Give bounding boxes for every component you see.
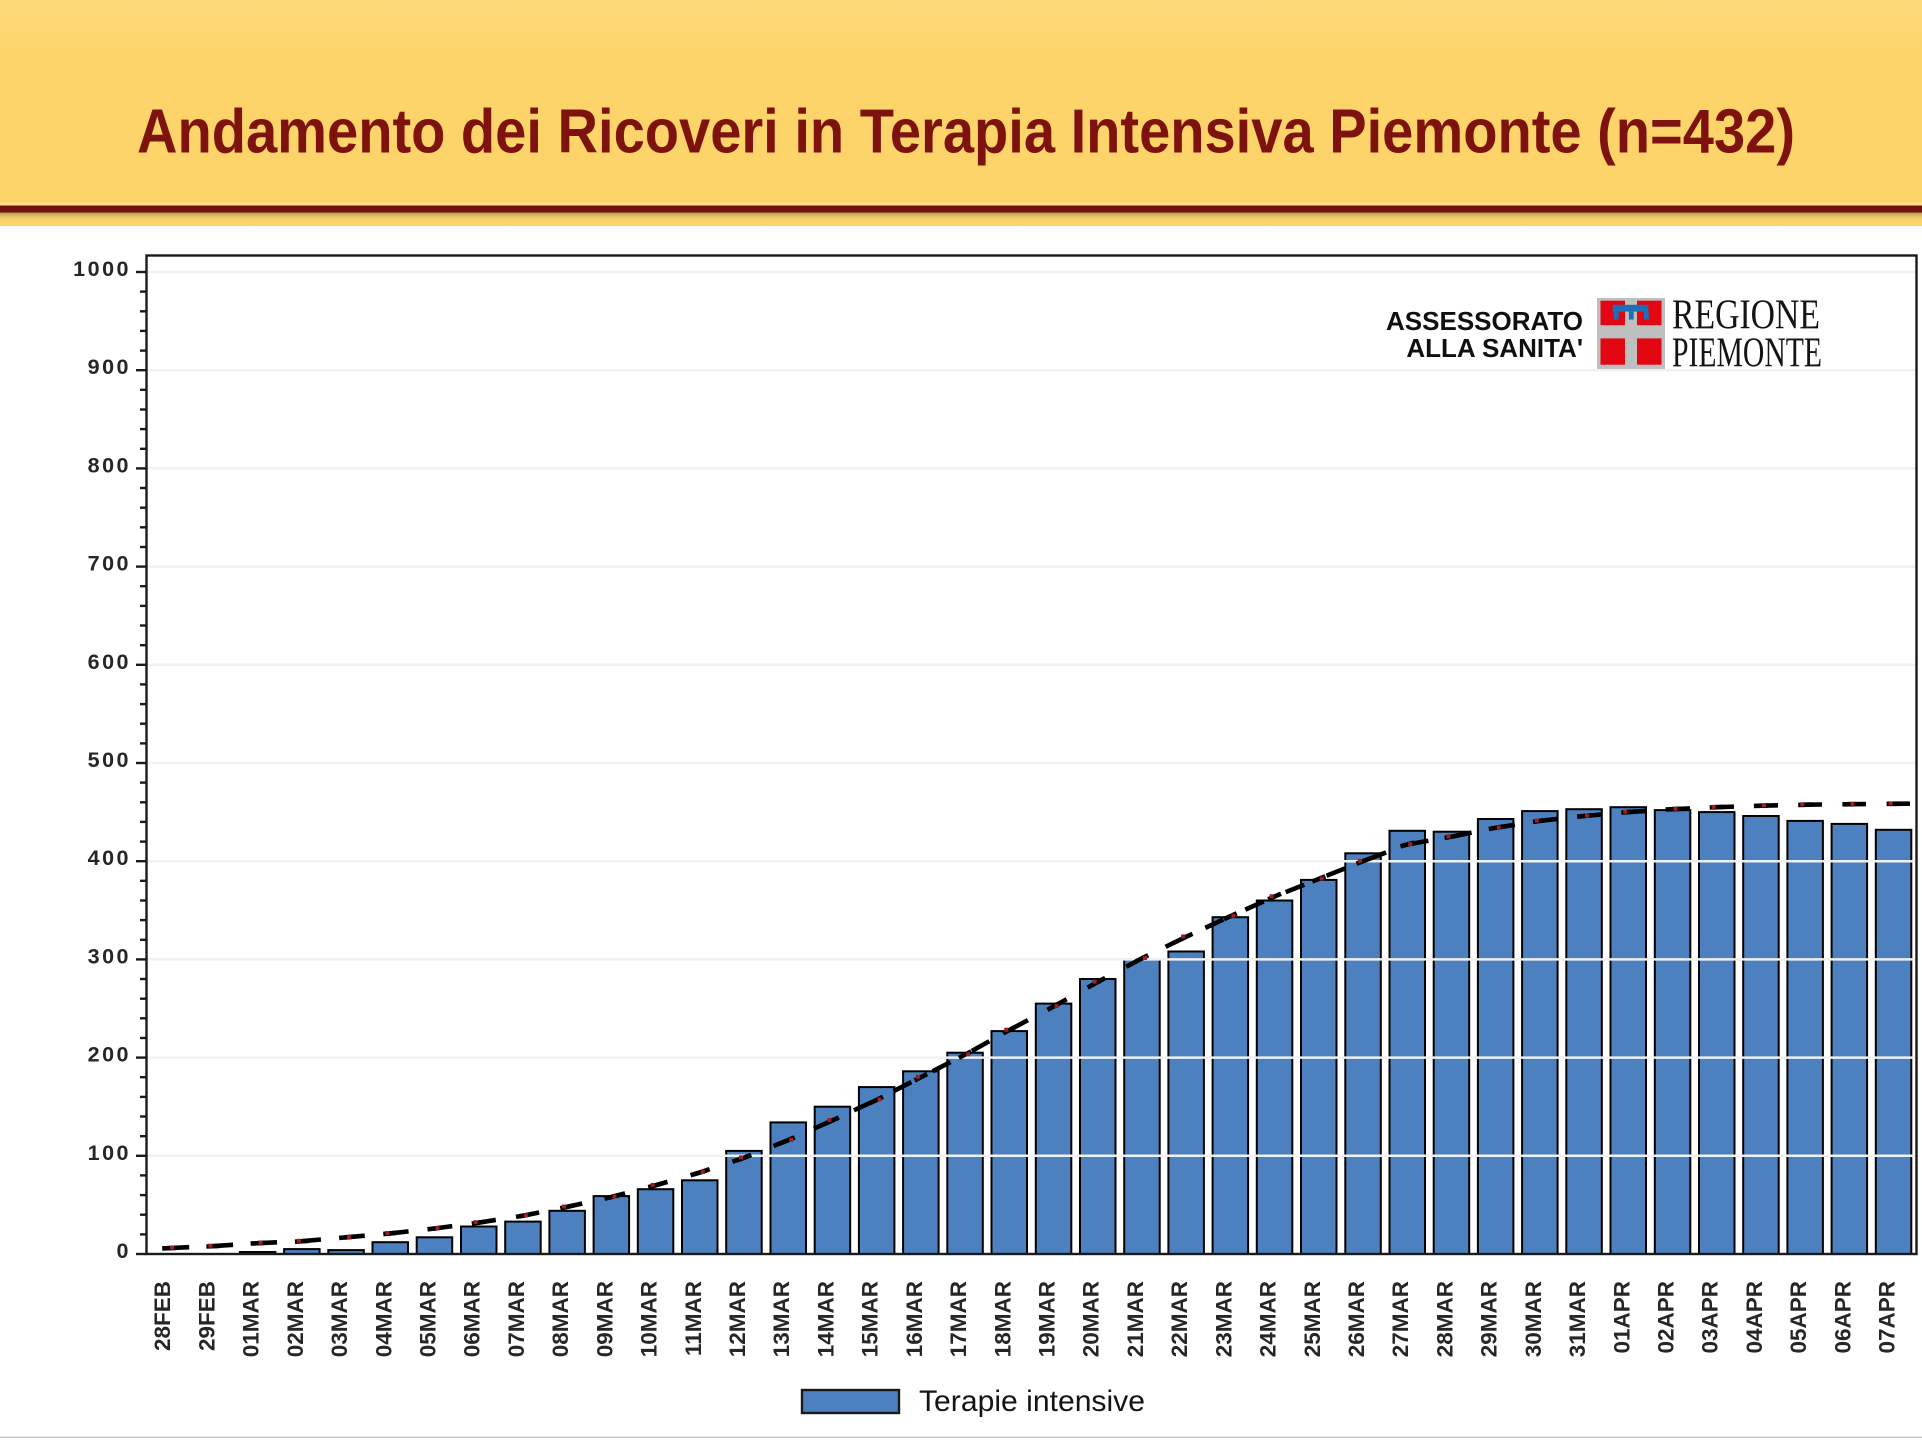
svg-text:09MAR: 09MAR <box>592 1281 617 1357</box>
svg-text:17MAR: 17MAR <box>946 1281 971 1357</box>
svg-text:29MAR: 29MAR <box>1477 1281 1502 1357</box>
svg-text:01APR: 01APR <box>1609 1281 1634 1354</box>
svg-text:500: 500 <box>88 748 131 772</box>
svg-text:20MAR: 20MAR <box>1079 1281 1104 1357</box>
svg-text:06MAR: 06MAR <box>460 1281 485 1357</box>
svg-text:03MAR: 03MAR <box>327 1281 352 1357</box>
svg-text:600: 600 <box>88 650 131 674</box>
svg-text:13MAR: 13MAR <box>769 1281 794 1357</box>
svg-text:900: 900 <box>88 355 131 379</box>
svg-text:REGIONE: REGIONE <box>1672 293 1820 339</box>
svg-text:22MAR: 22MAR <box>1167 1281 1192 1357</box>
svg-text:10MAR: 10MAR <box>637 1281 662 1357</box>
svg-text:21MAR: 21MAR <box>1123 1281 1148 1357</box>
svg-text:12MAR: 12MAR <box>725 1281 750 1357</box>
svg-text:800: 800 <box>88 453 131 477</box>
svg-text:15MAR: 15MAR <box>858 1281 883 1357</box>
svg-text:05MAR: 05MAR <box>416 1281 441 1357</box>
svg-text:100: 100 <box>88 1141 131 1165</box>
svg-text:16MAR: 16MAR <box>902 1281 927 1357</box>
svg-text:700: 700 <box>88 552 131 576</box>
svg-text:02APR: 02APR <box>1654 1281 1679 1354</box>
svg-text:400: 400 <box>88 846 131 870</box>
svg-text:05APR: 05APR <box>1786 1281 1811 1354</box>
svg-text:30MAR: 30MAR <box>1521 1281 1546 1357</box>
svg-text:24MAR: 24MAR <box>1256 1281 1281 1357</box>
svg-text:19MAR: 19MAR <box>1035 1281 1060 1357</box>
svg-text:Andamento dei Ricoveri in Tera: Andamento dei Ricoveri in Terapia Intens… <box>137 98 1795 167</box>
svg-text:07MAR: 07MAR <box>504 1281 529 1357</box>
svg-text:04MAR: 04MAR <box>371 1281 396 1357</box>
svg-text:PIEMONTE: PIEMONTE <box>1672 331 1822 377</box>
svg-text:28MAR: 28MAR <box>1432 1281 1457 1357</box>
svg-text:02MAR: 02MAR <box>283 1281 308 1357</box>
svg-text:07APR: 07APR <box>1875 1281 1900 1354</box>
svg-text:03APR: 03APR <box>1698 1281 1723 1354</box>
svg-text:0: 0 <box>117 1239 131 1263</box>
svg-text:04APR: 04APR <box>1742 1281 1767 1354</box>
svg-text:ALLA SANITA': ALLA SANITA' <box>1406 333 1583 363</box>
svg-text:11MAR: 11MAR <box>681 1281 706 1356</box>
svg-text:08MAR: 08MAR <box>548 1281 573 1357</box>
svg-text:1000: 1000 <box>73 257 131 281</box>
svg-text:ASSESSORATO: ASSESSORATO <box>1386 306 1583 336</box>
svg-text:29FEB: 29FEB <box>194 1281 219 1351</box>
svg-text:Terapie intensive: Terapie intensive <box>919 1385 1145 1418</box>
svg-text:14MAR: 14MAR <box>813 1281 838 1357</box>
svg-text:25MAR: 25MAR <box>1300 1281 1325 1357</box>
svg-text:01MAR: 01MAR <box>239 1281 264 1357</box>
svg-text:18MAR: 18MAR <box>990 1281 1015 1357</box>
svg-text:23MAR: 23MAR <box>1211 1281 1236 1357</box>
svg-text:27MAR: 27MAR <box>1388 1281 1413 1357</box>
svg-text:06APR: 06APR <box>1830 1281 1855 1354</box>
svg-text:31MAR: 31MAR <box>1565 1281 1590 1357</box>
svg-text:28FEB: 28FEB <box>150 1281 175 1351</box>
svg-text:26MAR: 26MAR <box>1344 1281 1369 1357</box>
svg-text:200: 200 <box>88 1043 131 1067</box>
svg-text:300: 300 <box>88 944 131 968</box>
